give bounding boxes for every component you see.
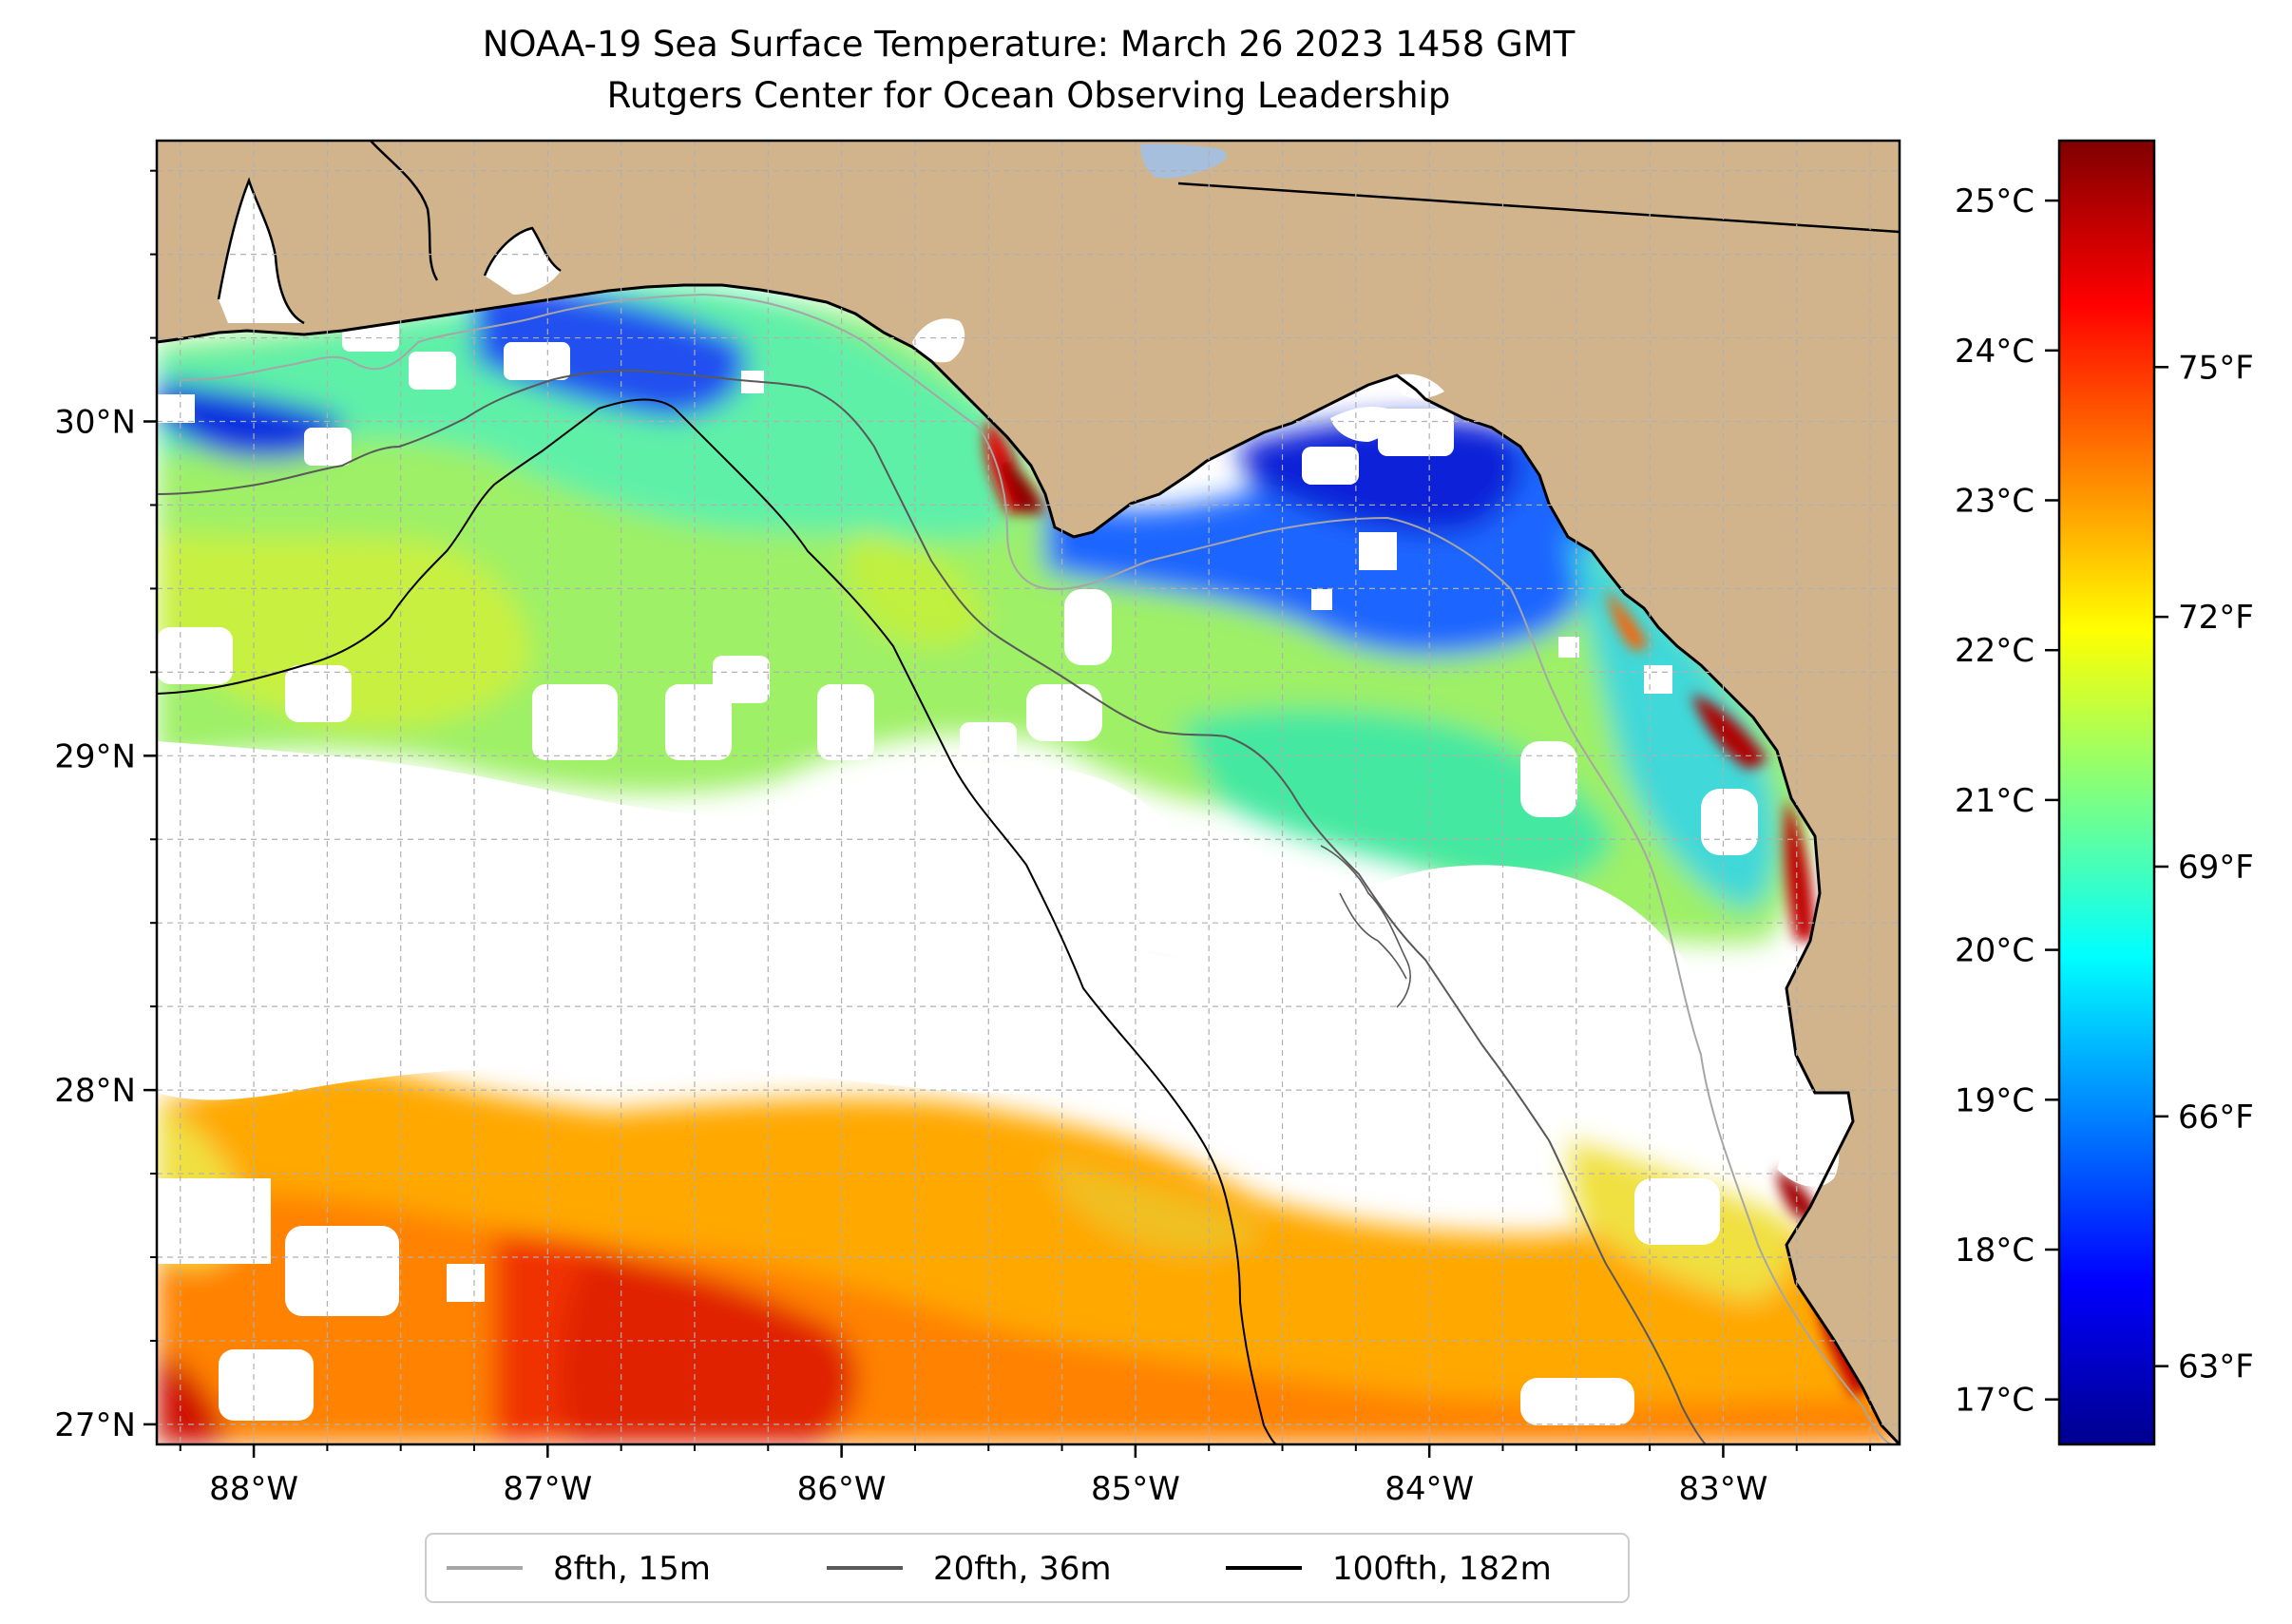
legend: 8fth, 15m 20fth, 36m 100fth, 182m xyxy=(425,1533,1630,1603)
lon-tick-label: 85°W xyxy=(1091,1470,1180,1508)
celsius-tick-label: 17°C xyxy=(1955,1382,2034,1420)
map-frame xyxy=(155,139,1901,1446)
colorbar-frame xyxy=(2057,139,2156,1446)
map-area: 88°W 87°W 86°W 85°W 84°W 83°W 30°N 29°N 28°N 27°… xyxy=(54,139,1901,1508)
colorbar-gradient xyxy=(2059,141,2154,1444)
celsius-tick-label: 21°C xyxy=(1955,782,2034,820)
latitude-axis: 30°N 29°N 28°N 27°N xyxy=(54,169,157,1444)
chart-title: NOAA-19 Sea Surface Temperature: March 2… xyxy=(482,24,1576,65)
celsius-tick-label: 24°C xyxy=(1955,333,2034,371)
chart-subtitle: Rutgers Center for Ocean Observing Leade… xyxy=(606,75,1451,116)
lon-tick-label: 84°W xyxy=(1385,1470,1474,1508)
lat-tick-label: 30°N xyxy=(54,404,136,442)
lat-tick-label: 27°N xyxy=(54,1406,136,1444)
lake xyxy=(1140,143,1227,179)
lon-tick-label: 83°W xyxy=(1678,1470,1767,1508)
fahrenheit-tick-label: 72°F xyxy=(2178,599,2254,637)
legend-label: 8fth, 15m xyxy=(553,1550,711,1588)
lon-tick-label: 86°W xyxy=(797,1470,887,1508)
lat-tick-label: 28°N xyxy=(54,1072,136,1110)
celsius-tick-label: 23°C xyxy=(1955,482,2034,520)
fahrenheit-scale: 63°F 66°F 69°F 72°F 75°F xyxy=(2154,349,2254,1386)
isobath-8fth xyxy=(180,293,1892,1444)
isobath-100fth xyxy=(157,398,1277,1444)
lat-tick-label: 29°N xyxy=(54,737,136,775)
celsius-tick-label: 25°C xyxy=(1955,182,2034,220)
lon-tick-label: 87°W xyxy=(503,1470,592,1508)
legend-label: 100fth, 182m xyxy=(1332,1550,1552,1588)
lon-tick-label: 88°W xyxy=(209,1470,298,1508)
celsius-tick-label: 22°C xyxy=(1955,632,2034,670)
legend-box xyxy=(425,1533,1630,1603)
fahrenheit-tick-label: 66°F xyxy=(2178,1099,2254,1137)
celsius-tick-label: 18°C xyxy=(1955,1232,2034,1270)
isobath-20fth xyxy=(157,369,1707,1444)
fahrenheit-tick-label: 69°F xyxy=(2178,849,2254,887)
fahrenheit-tick-label: 75°F xyxy=(2178,349,2254,387)
legend-label: 20fth, 36m xyxy=(933,1550,1112,1588)
sst-field xyxy=(157,141,1900,1444)
land xyxy=(157,141,1900,1444)
celsius-scale: 17°C 18°C 19°C 20°C 21°C 22°C 23°C 24°C 25°C xyxy=(1955,182,2059,1420)
celsius-tick-label: 19°C xyxy=(1955,1081,2034,1119)
graticule xyxy=(157,141,1900,1444)
longitude-axis: 88°W 87°W 86°W 85°W 84°W 83°W xyxy=(179,1444,1872,1508)
colorbar: 17°C 18°C 19°C 20°C 21°C 22°C 23°C 24°C 25°C 63°… xyxy=(1955,139,2254,1446)
celsius-tick-label: 20°C xyxy=(1955,932,2034,970)
fahrenheit-tick-label: 63°F xyxy=(2178,1348,2254,1386)
isobaths xyxy=(157,293,1892,1444)
